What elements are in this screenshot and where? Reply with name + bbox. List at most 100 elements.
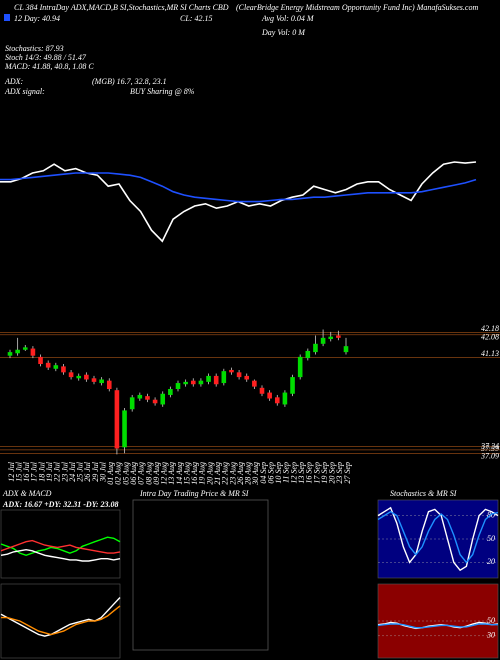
x-tick-label: 17 Sep [312,462,321,484]
series-line [1,605,121,636]
x-tick-label: 21 Aug [213,462,222,485]
candle-body [114,390,120,449]
x-tick-label: 10 Sep [274,462,283,484]
header-text: CL: 42.15 [180,14,212,23]
panel-title: Intra Day Trading Price & MR SI [139,489,249,498]
candle-body [328,336,334,340]
x-tick-label: 23 Aug [228,462,237,485]
candle-body [259,387,265,394]
x-tick-label: 28 Aug [244,462,253,485]
candle-body [213,375,219,385]
x-tick-label: 12 Sep [289,462,298,484]
panel-title: ADX & MACD [2,489,52,498]
x-tick-label: 01 Aug [106,462,115,485]
x-tick-label: 26 Jul [83,461,92,482]
candle-body [53,365,59,369]
header-text: Stochastics: 87.93 [5,44,64,53]
candle-body [305,350,311,359]
candle-body [198,380,204,385]
candle-body [229,369,234,373]
x-tick-label: 19 Aug [198,462,207,485]
candle-body [343,346,349,353]
candle-body [206,375,211,382]
candle-body [30,348,36,356]
header-text: 12 Day: 40.94 [14,14,60,23]
x-tick-label: 15 Aug [182,462,191,485]
candle-body [175,383,181,389]
x-tick-label: 07 Aug [137,462,146,485]
header-text: Stoch 14/3: 49.88 / 51.47 [5,53,87,62]
x-tick-label: 25 Jul [76,461,85,482]
header-text: Day Vol: 0 M [261,28,306,37]
header-text: BUY Sharing @ 8% [130,87,195,96]
candle-body [129,397,135,410]
candle-body [290,377,295,394]
series-line [0,597,121,637]
y-tick-label: 37.09 [480,451,499,460]
header-text: ADX signal: [4,87,45,96]
candle-body [297,356,303,378]
candle-body [106,380,112,389]
x-tick-label: 05 Aug [121,462,130,485]
x-tick-label: 18 Jul [37,461,46,482]
x-tick-label: 06 Sep [266,462,275,484]
x-tick-label: 27 Sep [343,462,352,484]
candle-body [84,374,89,380]
series-line [0,536,121,557]
candle-body [221,371,227,384]
candle-body [282,392,288,405]
header-text: Avg Vol: 0.04 M [261,14,315,23]
candle-body [320,337,326,344]
candle-body [99,379,104,384]
x-tick-label: 12 Jul [7,461,16,482]
x-tick-label: 16 Jul [22,461,31,482]
x-tick-label: 29 Jul [91,461,100,482]
x-tick-label: 16 Sep [305,462,314,484]
x-tick-label: 15 Jul [14,461,23,482]
x-tick-label: 13 Sep [297,462,306,484]
candle-body [183,381,188,385]
candle-body [252,380,257,387]
legend-swatch [4,14,10,21]
x-tick-label: 24 Jul [68,461,77,482]
y-tick-label: 42.18 [481,324,499,333]
x-tick-label: 13 Aug [167,462,176,485]
candle-body [313,343,318,353]
header-text: (ClearBridge Energy Midstream Opportunit… [236,3,478,12]
candle-body [152,399,158,404]
x-tick-label: 30 Jul [98,461,107,483]
candle-body [76,375,82,379]
x-tick-label: 20 Aug [205,462,214,485]
y-tick-label: 37.24 [480,442,499,451]
candle-body [274,397,280,404]
candle-body [336,335,341,338]
y-tick-label: 37.39 [480,444,499,453]
x-tick-label: 16 Aug [190,462,199,485]
x-tick-label: 22 Aug [221,462,230,485]
series-line [377,510,499,564]
x-tick-label: 06 Aug [129,462,138,485]
x-tick-label: 17 Jul [30,461,39,482]
header-text: MACD: 41.88, 40.8, 1.08 C [4,62,94,71]
candle-body [68,372,74,378]
panel-frame [132,499,269,651]
x-tick-label: 12 Aug [160,462,169,485]
candle-body [15,349,20,354]
candle-body [61,366,66,373]
y-tick-label: 42.08 [481,333,499,342]
series-line [0,172,477,203]
candle-body [45,362,51,368]
header-text: CL 384 IntraDay ADX,MACD,B SI,Stochastic… [14,3,229,12]
series-line [377,506,499,572]
y-tick-label: 20 [487,557,495,566]
x-tick-label: 23 Sep [335,462,344,484]
candle-body [137,394,143,399]
candle-body [160,393,166,405]
candle-body [267,392,272,399]
y-tick-label: 50 [487,534,495,543]
y-tick-label: 41.13 [481,349,499,358]
series-line [377,623,498,629]
x-tick-label: 19 Jul [45,461,54,482]
x-tick-label: 04 Sep [259,462,268,484]
